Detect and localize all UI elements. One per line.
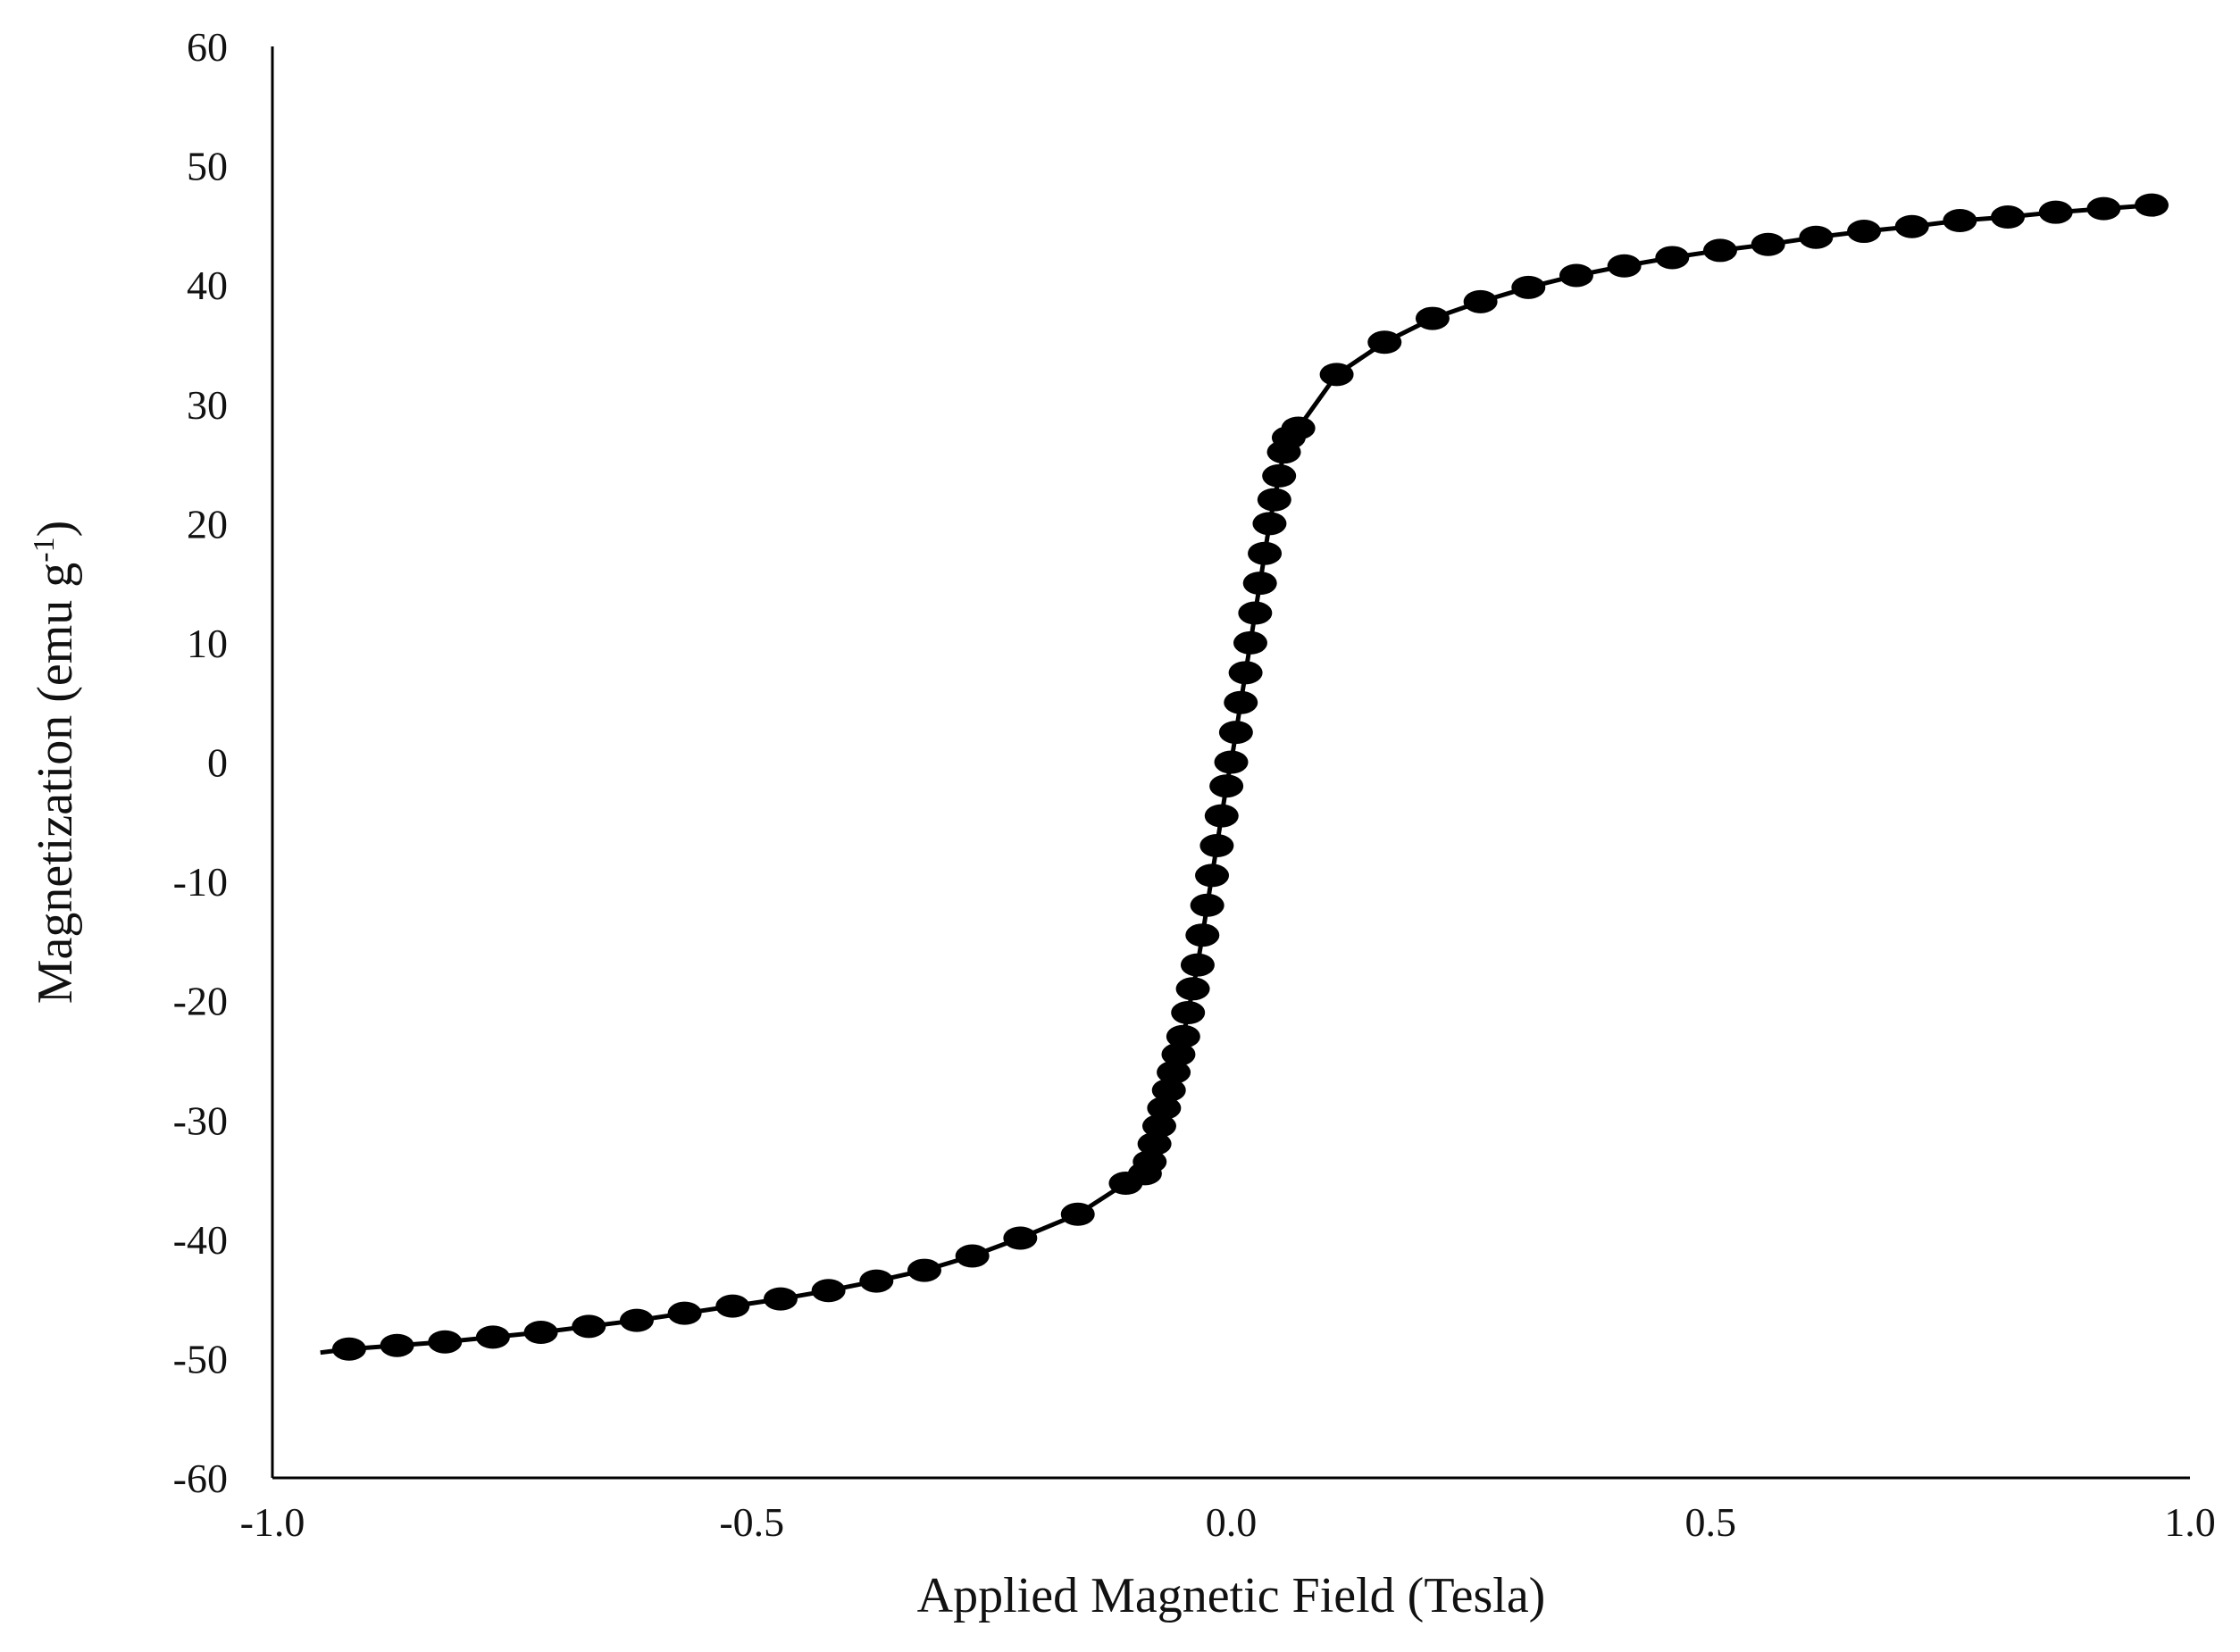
data-point [1218, 721, 1253, 745]
data-point [811, 1279, 846, 1303]
y-tick-labels: 60 50 40 30 20 10 0 -10 -20 -30 -40 -50 -60 [173, 24, 228, 1501]
y-tick-label: 40 [187, 263, 228, 308]
y-tick-label: -60 [173, 1456, 228, 1501]
y-tick-label: 30 [187, 382, 228, 428]
data-point [907, 1258, 941, 1282]
x-tick-label: 0.0 [1206, 1499, 1258, 1545]
y-tick-label: 20 [187, 501, 228, 546]
data-point [1319, 363, 1354, 387]
data-point [1161, 1042, 1196, 1066]
data-point [1190, 893, 1224, 917]
data-point [859, 1269, 894, 1293]
y-tick-label: 0 [207, 740, 228, 786]
data-point [2086, 196, 2121, 221]
data-point [1415, 306, 1450, 330]
data-point [1137, 1131, 1172, 1156]
data-point [1847, 220, 1882, 244]
data-point [1463, 289, 1498, 313]
data-point [572, 1314, 606, 1339]
data-point [1242, 572, 1277, 596]
data-point [1238, 601, 1273, 625]
data-point [1655, 246, 1690, 270]
y-axis-title-superscript: -1 [28, 537, 61, 562]
y-tick-label: -50 [173, 1336, 228, 1381]
data-point [1257, 488, 1291, 512]
x-axis-title: Applied Magnetic Field (Tesla) [917, 1568, 1546, 1623]
y-tick-label: 10 [187, 621, 228, 666]
data-point [1003, 1226, 1038, 1250]
data-point [1228, 661, 1263, 685]
data-point [1157, 1060, 1191, 1084]
data-point [1943, 209, 1977, 233]
data-point [1185, 923, 1220, 947]
data-point [1252, 512, 1287, 536]
data-point [2135, 193, 2169, 217]
axes [271, 46, 2190, 1480]
data-point [1799, 225, 1834, 249]
data-point [1607, 254, 1642, 278]
data-point [763, 1287, 798, 1311]
data-point [1141, 1114, 1176, 1138]
data-point [428, 1330, 463, 1354]
y-tick-label: 50 [187, 144, 228, 189]
data-point [955, 1244, 990, 1268]
y-axis-title-main: Magnetization (emu g [28, 563, 83, 1005]
x-tick-labels: -1.0 -0.5 0.0 0.5 1.0 [240, 1499, 2216, 1545]
y-tick-label: 60 [187, 24, 228, 70]
data-point [1248, 541, 1283, 565]
data-point [1060, 1202, 1095, 1226]
data-point [1209, 774, 1244, 798]
data-point [1702, 238, 1737, 263]
y-axis-title-close: ) [28, 521, 83, 538]
data-point [667, 1301, 702, 1325]
data-point [1511, 275, 1546, 299]
data-point [1147, 1096, 1182, 1120]
data-point [1151, 1078, 1186, 1102]
data-point [1195, 864, 1230, 888]
data-point [1175, 977, 1210, 1001]
data-point [1133, 1150, 1167, 1174]
data-point [1224, 690, 1258, 714]
data-point [1171, 1001, 1206, 1025]
data-point [1281, 416, 1316, 440]
data-point [1991, 205, 2026, 229]
y-tick-label: -10 [173, 859, 228, 905]
data-point [1367, 330, 1402, 355]
y-tick-label: -20 [173, 979, 228, 1024]
data-point [380, 1333, 414, 1357]
data-point [1199, 834, 1234, 858]
data-point [1214, 750, 1249, 774]
y-axis-title: Magnetization (emu g-1) [28, 521, 83, 1005]
x-tick-label: -1.0 [240, 1499, 305, 1545]
data-point [1894, 214, 1929, 238]
y-tick-label: -40 [173, 1217, 228, 1263]
data-point [1166, 1024, 1200, 1048]
data-point [2038, 200, 2073, 224]
x-tick-label: -0.5 [719, 1499, 784, 1545]
data-point [619, 1308, 654, 1332]
data-point [1751, 232, 1785, 256]
data-point [1233, 630, 1267, 655]
x-tick-label: 0.5 [1685, 1499, 1737, 1545]
x-tick-label: 1.0 [2164, 1499, 2216, 1545]
data-point [1262, 463, 1297, 488]
data-point-markers [331, 193, 2169, 1361]
y-tick-label: -30 [173, 1097, 228, 1143]
data-point [475, 1325, 510, 1349]
data-point [1204, 804, 1239, 828]
data-point [1559, 263, 1593, 288]
data-point [331, 1337, 366, 1361]
data-point [1180, 953, 1215, 977]
data-point [715, 1294, 750, 1318]
data-point [523, 1321, 558, 1345]
